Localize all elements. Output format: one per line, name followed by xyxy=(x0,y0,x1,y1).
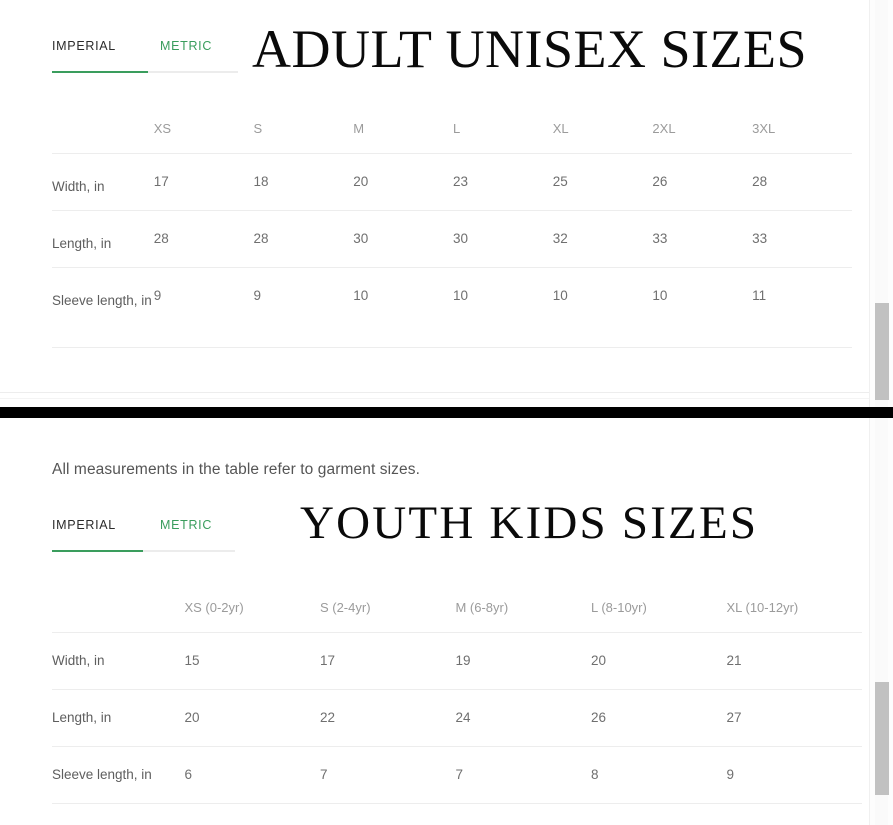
youth-cell-sleeve-m: 7 xyxy=(455,746,591,804)
adult-unit-tabs: IMPERIAL METRIC xyxy=(52,39,212,64)
adult-cell-sleeve-xs: 9 xyxy=(153,267,254,348)
adult-cell-width-m: 20 xyxy=(353,153,453,211)
table-row: Width, in 15 17 19 20 21 xyxy=(52,632,862,690)
adult-cell-sleeve-2xl: 10 xyxy=(652,267,753,348)
adult-cell-length-s: 28 xyxy=(253,210,354,268)
youth-cell-sleeve-s: 7 xyxy=(319,746,456,804)
youth-cell-width-xs: 15 xyxy=(184,632,320,690)
tab-metric-adult[interactable]: METRIC xyxy=(160,39,212,64)
youth-col-header-s: S (2-4yr) xyxy=(319,580,456,633)
adult-cell-width-xs: 17 xyxy=(153,153,254,211)
table-row: Width, in 17 18 20 23 25 26 28 xyxy=(52,153,852,211)
table-row: Sleeve length, in 6 7 7 8 9 xyxy=(52,746,862,804)
adult-cell-length-2xl: 33 xyxy=(652,210,753,268)
youth-col-header-xs: XS (0-2yr) xyxy=(184,580,320,633)
adult-cell-width-s: 18 xyxy=(253,153,354,211)
youth-tab-track[interactable] xyxy=(52,550,235,552)
youth-cell-length-s: 22 xyxy=(319,689,456,747)
tab-imperial-adult[interactable]: IMPERIAL xyxy=(52,39,116,64)
youth-row-label-sleeve: Sleeve length, in xyxy=(52,746,185,804)
youth-col-header-m: M (6-8yr) xyxy=(455,580,591,633)
adult-panel-bottom-rule-secondary xyxy=(0,398,869,399)
adult-col-header-l: L xyxy=(452,101,553,154)
youth-col-header-xl: XL (10-12yr) xyxy=(726,580,862,633)
youth-row-label-length: Length, in xyxy=(52,689,185,747)
adult-row-label-sleeve: Sleeve length, in xyxy=(52,267,154,348)
tab-metric-youth[interactable]: METRIC xyxy=(160,518,212,543)
adult-cell-width-3xl: 28 xyxy=(752,153,852,211)
youth-header-row: XS (0-2yr) S (2-4yr) M (6-8yr) L (8-10yr… xyxy=(52,580,862,633)
adult-cell-length-l: 30 xyxy=(452,210,553,268)
adult-cell-length-3xl: 33 xyxy=(752,210,852,268)
adult-cell-width-l: 23 xyxy=(452,153,553,211)
adult-cell-length-m: 30 xyxy=(353,210,453,268)
youth-cell-length-l: 26 xyxy=(590,689,727,747)
youth-corner-header xyxy=(52,580,185,633)
youth-size-table: XS (0-2yr) S (2-4yr) M (6-8yr) L (8-10yr… xyxy=(52,580,862,804)
adult-col-header-2xl: 2XL xyxy=(652,101,753,154)
table-row: Length, in 20 22 24 26 27 xyxy=(52,689,862,747)
adult-panel-inner: IMPERIAL METRIC ADULT UNISEX SIZES XS xyxy=(0,0,869,407)
youth-cell-length-xs: 20 xyxy=(184,689,320,747)
adult-table-head: XS S M L XL 2XL 3XL xyxy=(52,101,852,154)
youth-cell-length-xl: 27 xyxy=(726,689,862,747)
adult-col-header-xl: XL xyxy=(552,101,653,154)
youth-unit-tabs: IMPERIAL METRIC xyxy=(52,518,212,543)
adult-cell-sleeve-s: 9 xyxy=(253,267,354,348)
adult-col-header-m: M xyxy=(353,101,453,154)
adult-panel-bottom-rule xyxy=(0,392,869,393)
youth-cell-width-xl: 21 xyxy=(726,632,862,690)
youth-cell-sleeve-xs: 6 xyxy=(184,746,320,804)
adult-table-body: Width, in 17 18 20 23 25 26 28 Length, i… xyxy=(52,153,852,348)
youth-scrollbar-thumb[interactable] xyxy=(875,682,889,795)
garment-measurement-note: All measurements in the table refer to g… xyxy=(52,461,420,478)
adult-scrollbar-thumb[interactable] xyxy=(875,303,889,400)
adult-cell-width-xl: 25 xyxy=(552,153,653,211)
youth-cell-width-m: 19 xyxy=(455,632,591,690)
youth-chart-title: YOUTH KIDS SIZES xyxy=(300,497,759,549)
youth-col-header-l: L (8-10yr) xyxy=(590,580,727,633)
adult-cell-sleeve-xl: 10 xyxy=(552,267,653,348)
youth-panel-scrollbar[interactable] xyxy=(869,418,893,825)
table-row: Sleeve length, in 9 9 10 10 10 10 11 xyxy=(52,267,852,348)
youth-cell-sleeve-l: 8 xyxy=(590,746,727,804)
youth-row-label-width: Width, in xyxy=(52,632,185,690)
adult-col-header-s: S xyxy=(253,101,354,154)
tab-imperial-youth[interactable]: IMPERIAL xyxy=(52,518,116,543)
adult-header-row: XS S M L XL 2XL 3XL xyxy=(52,101,852,154)
youth-table-head: XS (0-2yr) S (2-4yr) M (6-8yr) L (8-10yr… xyxy=(52,580,862,633)
youth-cell-sleeve-xl: 9 xyxy=(726,746,862,804)
adult-row-label-width: Width, in xyxy=(52,153,154,211)
youth-active-tab-underline xyxy=(52,550,143,552)
adult-cell-length-xl: 32 xyxy=(552,210,653,268)
adult-size-table: XS S M L XL 2XL 3XL Width, in 17 18 20 xyxy=(52,101,852,348)
adult-col-header-3xl: 3XL xyxy=(752,101,852,154)
youth-size-chart-panel: All measurements in the table refer to g… xyxy=(0,418,869,825)
youth-panel-inner: All measurements in the table refer to g… xyxy=(0,418,869,825)
adult-size-chart-panel: IMPERIAL METRIC ADULT UNISEX SIZES XS xyxy=(0,0,869,407)
adult-corner-header xyxy=(52,101,154,154)
adult-chart-title: ADULT UNISEX SIZES xyxy=(252,19,808,79)
screenshot-stitch-divider xyxy=(0,407,893,418)
youth-table-body: Width, in 15 17 19 20 21 Length, in 20 2… xyxy=(52,632,862,804)
youth-cell-width-s: 17 xyxy=(319,632,456,690)
adult-cell-length-xs: 28 xyxy=(153,210,254,268)
youth-cell-width-l: 20 xyxy=(590,632,727,690)
adult-active-tab-underline xyxy=(52,71,148,73)
adult-panel-scrollbar[interactable] xyxy=(869,0,893,407)
adult-cell-sleeve-3xl: 11 xyxy=(752,267,852,348)
adult-col-header-xs: XS xyxy=(153,101,254,154)
adult-cell-width-2xl: 26 xyxy=(652,153,753,211)
adult-row-label-length: Length, in xyxy=(52,210,154,268)
table-row: Length, in 28 28 30 30 32 33 33 xyxy=(52,210,852,268)
adult-cell-sleeve-m: 10 xyxy=(353,267,453,348)
youth-cell-length-m: 24 xyxy=(455,689,591,747)
adult-cell-sleeve-l: 10 xyxy=(452,267,553,348)
